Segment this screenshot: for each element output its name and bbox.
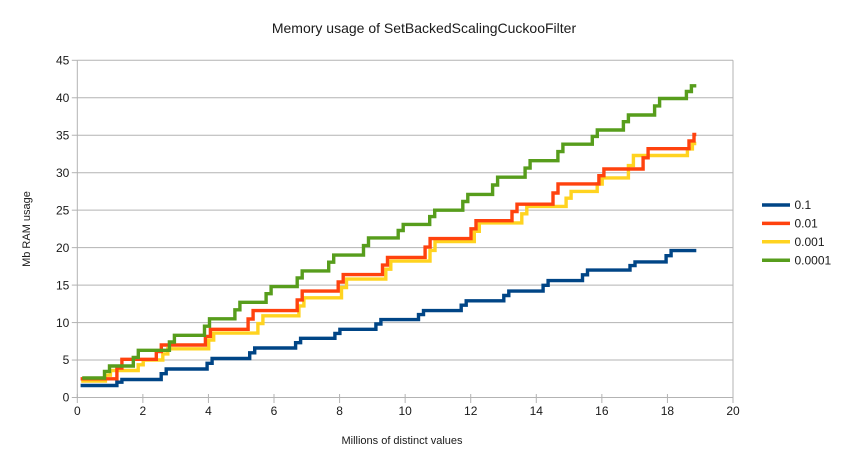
x-tick-label-0: 0 <box>74 404 81 418</box>
legend-item-0.01: 0.01 <box>762 217 818 231</box>
legend-item-0.0001: 0.0001 <box>762 253 832 267</box>
chart-title: Memory usage of SetBackedScalingCuckooFi… <box>272 20 577 36</box>
x-axis-title: Millions of distinct values <box>341 435 463 447</box>
x-tick-label-8: 8 <box>336 404 343 418</box>
y-tick-label-5: 5 <box>63 353 70 367</box>
x-tick-label-6: 6 <box>271 404 278 418</box>
x-tick-label-12: 12 <box>464 404 478 418</box>
series-line-0.1 <box>80 248 697 388</box>
y-tick-label-30: 30 <box>56 166 70 180</box>
x-tick-label-14: 14 <box>530 404 544 418</box>
x-tick-label-10: 10 <box>398 404 412 418</box>
y-tick-label-20: 20 <box>56 241 70 255</box>
legend-label-0.01: 0.01 <box>795 217 819 231</box>
x-tick-label-20: 20 <box>726 404 740 418</box>
x-tick-label-16: 16 <box>595 404 609 418</box>
axes <box>71 59 734 403</box>
y-tick-label-15: 15 <box>56 278 70 292</box>
legend-label-0.0001: 0.0001 <box>795 253 832 267</box>
y-tick-label-40: 40 <box>56 91 70 105</box>
data-series <box>80 84 697 388</box>
y-tick-label-10: 10 <box>56 316 70 330</box>
legend: 0.1 0.01 0.001 0.0001 <box>762 198 832 267</box>
y-tick-label-35: 35 <box>56 128 70 142</box>
legend-label-0.1: 0.1 <box>795 198 812 212</box>
series-line-0.0001 <box>82 84 697 380</box>
x-tick-label-18: 18 <box>661 404 675 418</box>
y-axis-title: Mb RAM usage <box>21 191 33 267</box>
legend-label-0.001: 0.001 <box>795 235 825 249</box>
legend-item-0.1: 0.1 <box>762 198 812 212</box>
tick-labels: 0 5 10 15 20 25 30 35 40 45 0 2 4 6 8 10 12 14 16 18 20 <box>56 54 740 419</box>
x-tick-label-2: 2 <box>140 404 147 418</box>
series-line-0.001 <box>81 141 697 383</box>
x-tick-label-4: 4 <box>205 404 212 418</box>
y-tick-label-0: 0 <box>63 391 70 405</box>
series-line-0.01 <box>80 132 697 381</box>
legend-item-0.001: 0.001 <box>762 235 825 249</box>
gridlines <box>77 59 733 398</box>
y-tick-label-25: 25 <box>56 203 70 217</box>
y-tick-label-45: 45 <box>56 54 70 68</box>
